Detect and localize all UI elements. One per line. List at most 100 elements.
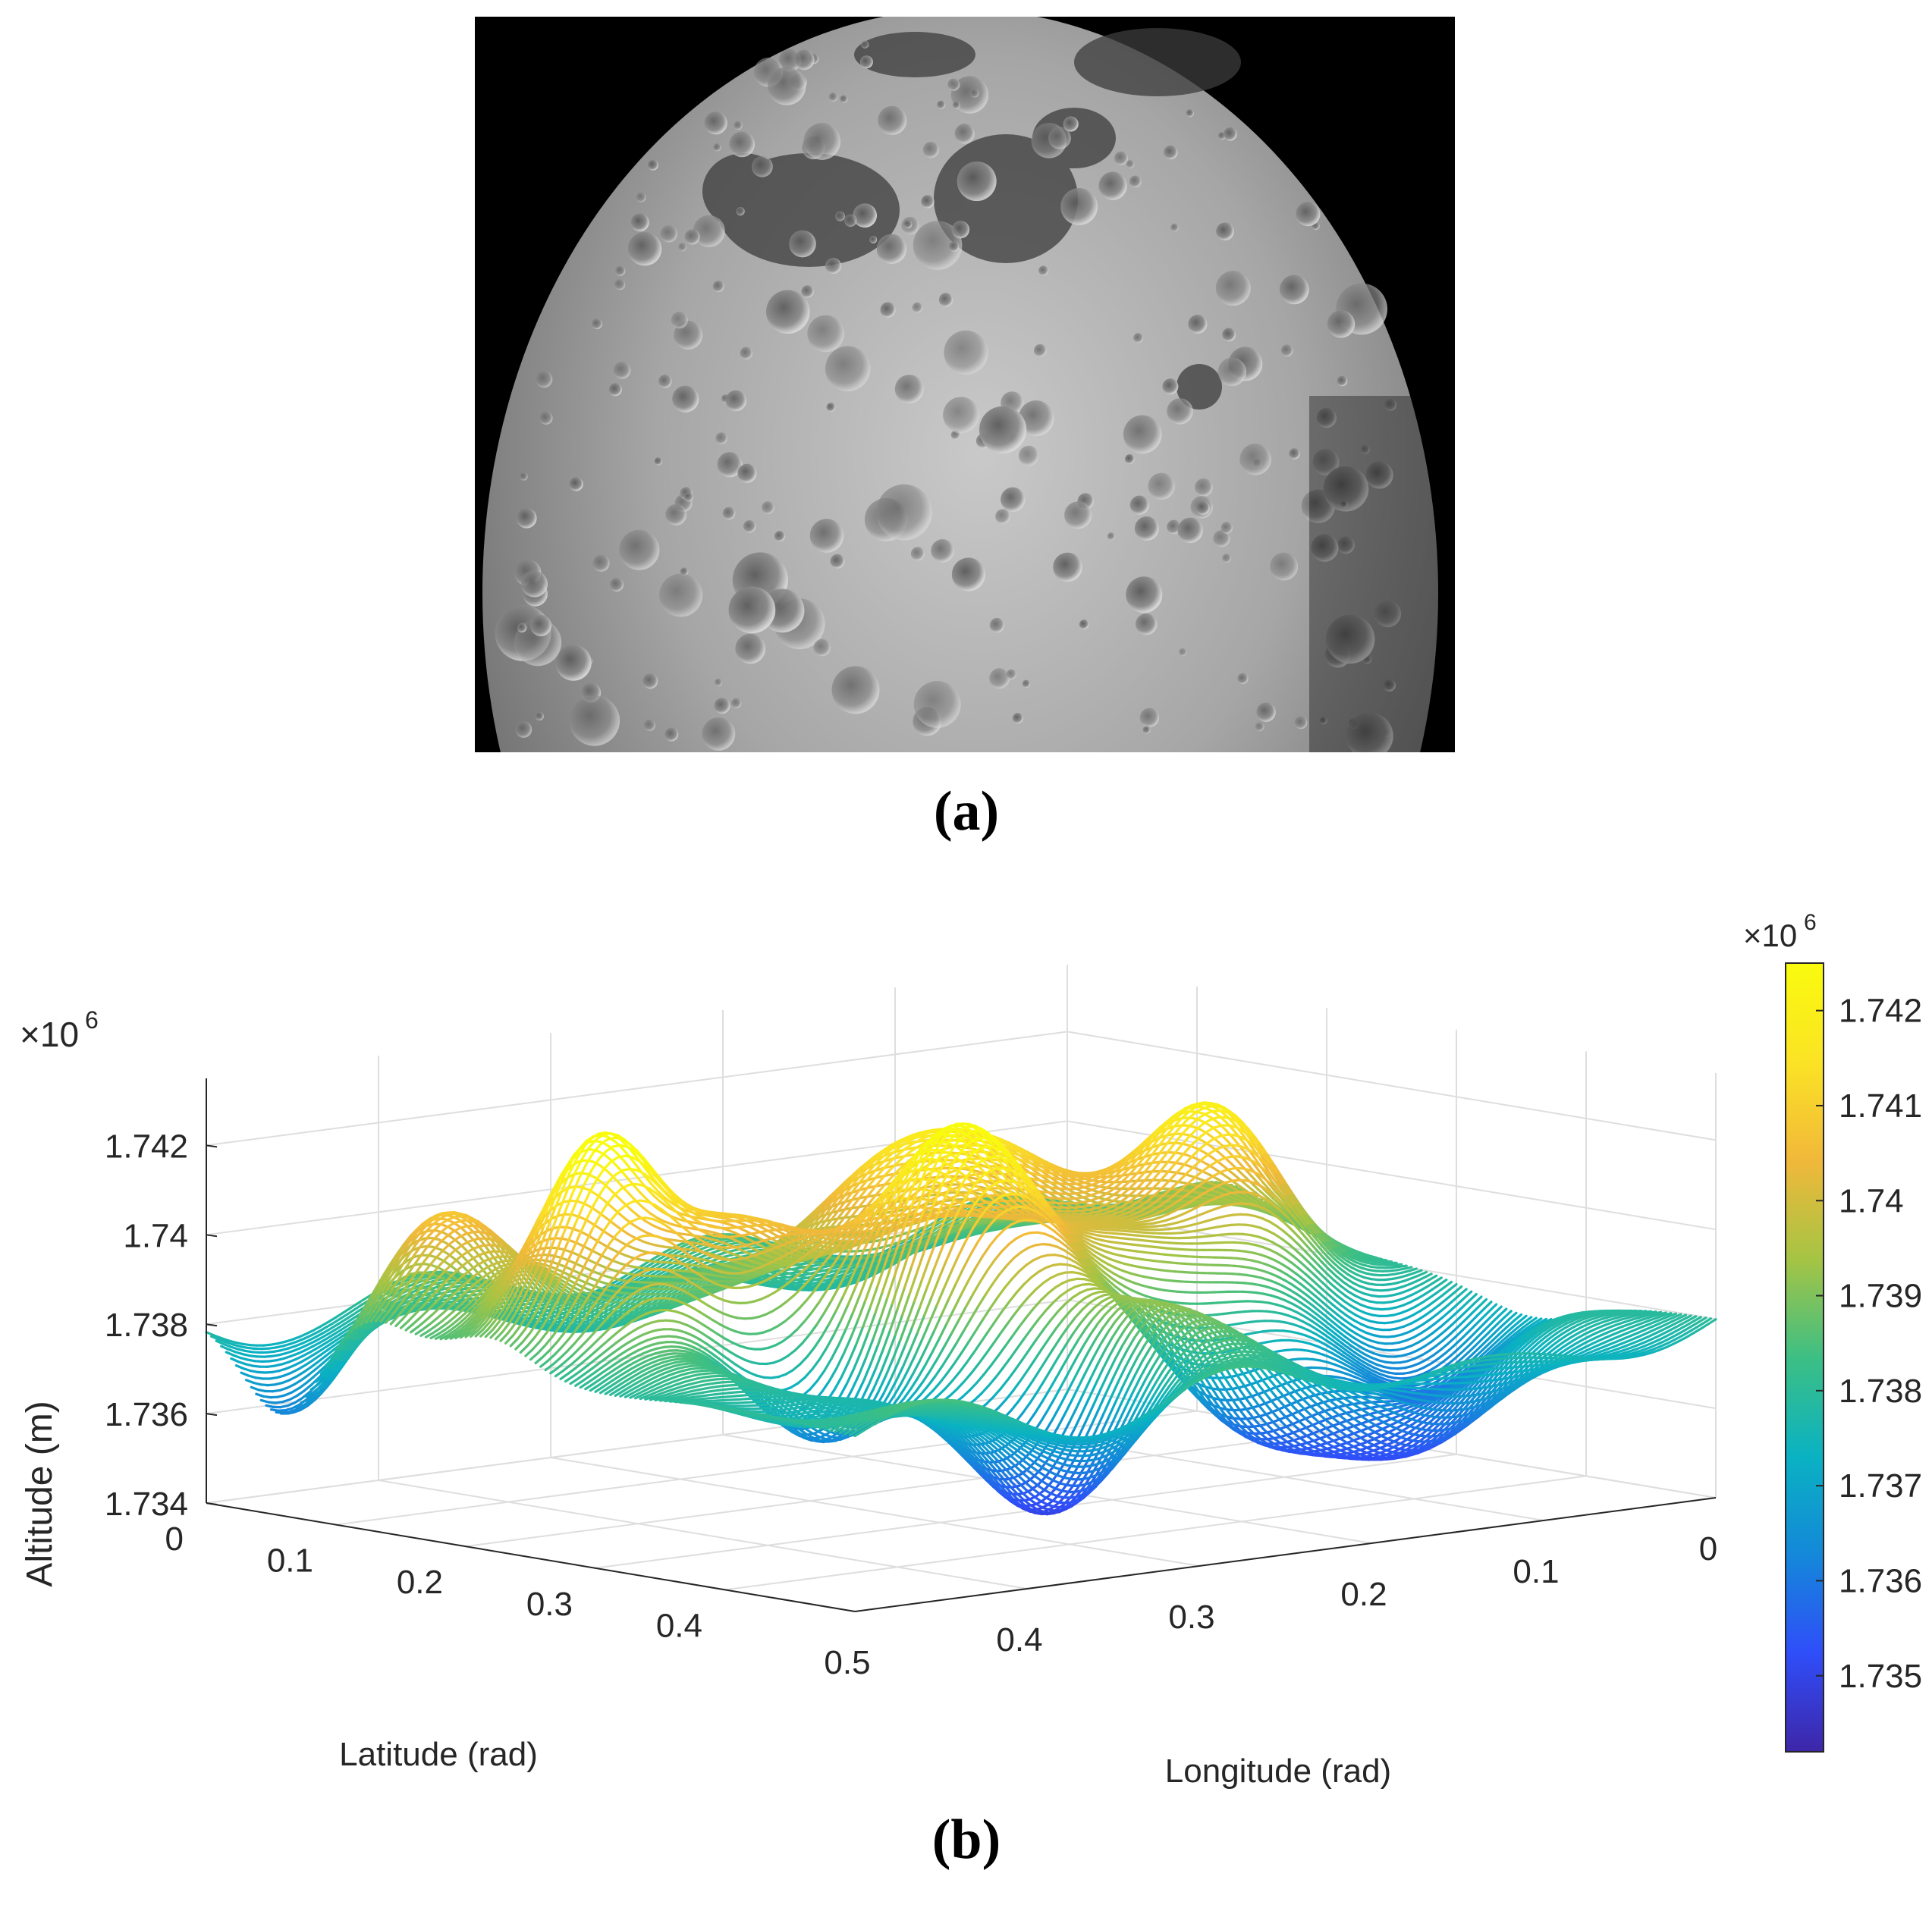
surface-segment	[227, 1348, 237, 1354]
crater-mark	[1280, 344, 1293, 357]
surface-segment	[234, 1364, 245, 1370]
surface-segment	[281, 1379, 291, 1385]
surface-segment	[244, 1363, 254, 1367]
crater-mark	[1134, 516, 1159, 541]
surface-segment	[294, 1342, 304, 1348]
surface-segment	[682, 1257, 692, 1263]
crater-mark	[951, 221, 970, 239]
surface-segment	[230, 1357, 240, 1364]
crater-mark	[979, 406, 1027, 453]
crater-mark	[809, 519, 844, 553]
crater-mark	[728, 586, 776, 634]
surface-segment	[327, 1316, 337, 1323]
crater-mark	[1136, 614, 1158, 635]
surface-segment	[293, 1379, 303, 1386]
surface-segment	[300, 1357, 309, 1364]
surface-segment	[321, 1343, 331, 1351]
surface-segment	[250, 1385, 260, 1392]
surface-segment	[277, 1340, 287, 1345]
crater-mark	[950, 76, 989, 114]
crater-mark	[1079, 620, 1089, 629]
surface-segment	[451, 1226, 461, 1234]
surface-segment	[269, 1408, 280, 1412]
crater-mark	[609, 578, 624, 592]
surface-segment	[289, 1352, 300, 1358]
surface-segment	[325, 1322, 335, 1329]
surface-segment	[304, 1358, 315, 1367]
surface-segment	[292, 1360, 303, 1367]
surface-segment	[312, 1354, 322, 1362]
wall-grid-line	[206, 1031, 1068, 1147]
crater-mark	[613, 362, 631, 379]
crater-mark	[813, 639, 831, 657]
surface-segment	[322, 1355, 331, 1365]
surface-segment	[341, 1319, 352, 1326]
crater-mark	[995, 509, 1010, 524]
surface-segment	[226, 1338, 237, 1344]
surface-segment	[407, 1313, 417, 1323]
surface-segment	[314, 1361, 325, 1371]
crater-mark	[1215, 271, 1251, 306]
crater-mark	[614, 278, 626, 290]
surface-segment	[290, 1408, 300, 1413]
crater-mark	[519, 472, 528, 481]
surface-segment	[347, 1338, 358, 1352]
surface-segment	[830, 1265, 840, 1270]
surface-segment	[291, 1347, 302, 1353]
surface-segment	[305, 1375, 315, 1385]
crater-mark	[954, 124, 975, 144]
surface-segment	[296, 1337, 306, 1343]
crater-mark	[1294, 716, 1308, 730]
lunar-surface-photo	[475, 17, 1455, 752]
crater-mark	[828, 93, 838, 102]
crater-mark	[1107, 532, 1116, 541]
surface-segment	[239, 1356, 250, 1361]
surface-segment	[466, 1247, 476, 1254]
surface-segment	[270, 1354, 280, 1358]
surface-segment	[279, 1404, 289, 1409]
crater-mark	[1012, 713, 1023, 724]
crater-mark	[1006, 669, 1017, 679]
surface-segment	[296, 1389, 306, 1398]
crater-mark	[1133, 333, 1144, 344]
crater-mark	[903, 220, 913, 229]
surface-segment	[371, 1320, 381, 1329]
surface-segment	[281, 1398, 291, 1404]
crater-mark	[922, 141, 940, 158]
crater-mark	[1033, 344, 1047, 357]
crater-mark	[1170, 223, 1179, 232]
surface-segment	[232, 1354, 242, 1360]
crater-mark	[737, 463, 757, 483]
crater-mark	[608, 383, 622, 397]
crater-mark	[659, 573, 703, 617]
surface-segment	[277, 1351, 287, 1357]
crater-mark	[1216, 222, 1234, 241]
surface-segment	[295, 1370, 305, 1378]
crater-mark	[683, 492, 693, 502]
crater-mark	[636, 192, 646, 202]
surface-segment	[454, 1243, 464, 1251]
crater-mark	[735, 633, 766, 664]
surface-segment	[446, 1221, 457, 1229]
surface-segment	[236, 1348, 247, 1352]
surface-segment	[357, 1327, 367, 1341]
surface-segment	[363, 1293, 373, 1301]
surface-segment	[265, 1404, 275, 1409]
surface-segment	[313, 1325, 322, 1332]
surface-segment	[301, 1351, 312, 1357]
crater-mark	[535, 711, 544, 721]
crater-mark	[1319, 716, 1327, 725]
surface-segment	[658, 1261, 668, 1269]
crater-mark	[1186, 109, 1194, 118]
crater-mark	[989, 668, 1010, 689]
surface-segment	[325, 1344, 336, 1352]
crater-mark	[1018, 400, 1054, 437]
crater-mark	[1177, 517, 1203, 544]
surface-segment	[337, 1318, 347, 1326]
crater-mark	[734, 121, 743, 130]
crater-mark	[1164, 145, 1178, 160]
surface-segment	[313, 1348, 324, 1355]
crater-mark	[762, 501, 774, 514]
crater-mark	[831, 666, 880, 714]
surface-segment	[289, 1340, 299, 1345]
